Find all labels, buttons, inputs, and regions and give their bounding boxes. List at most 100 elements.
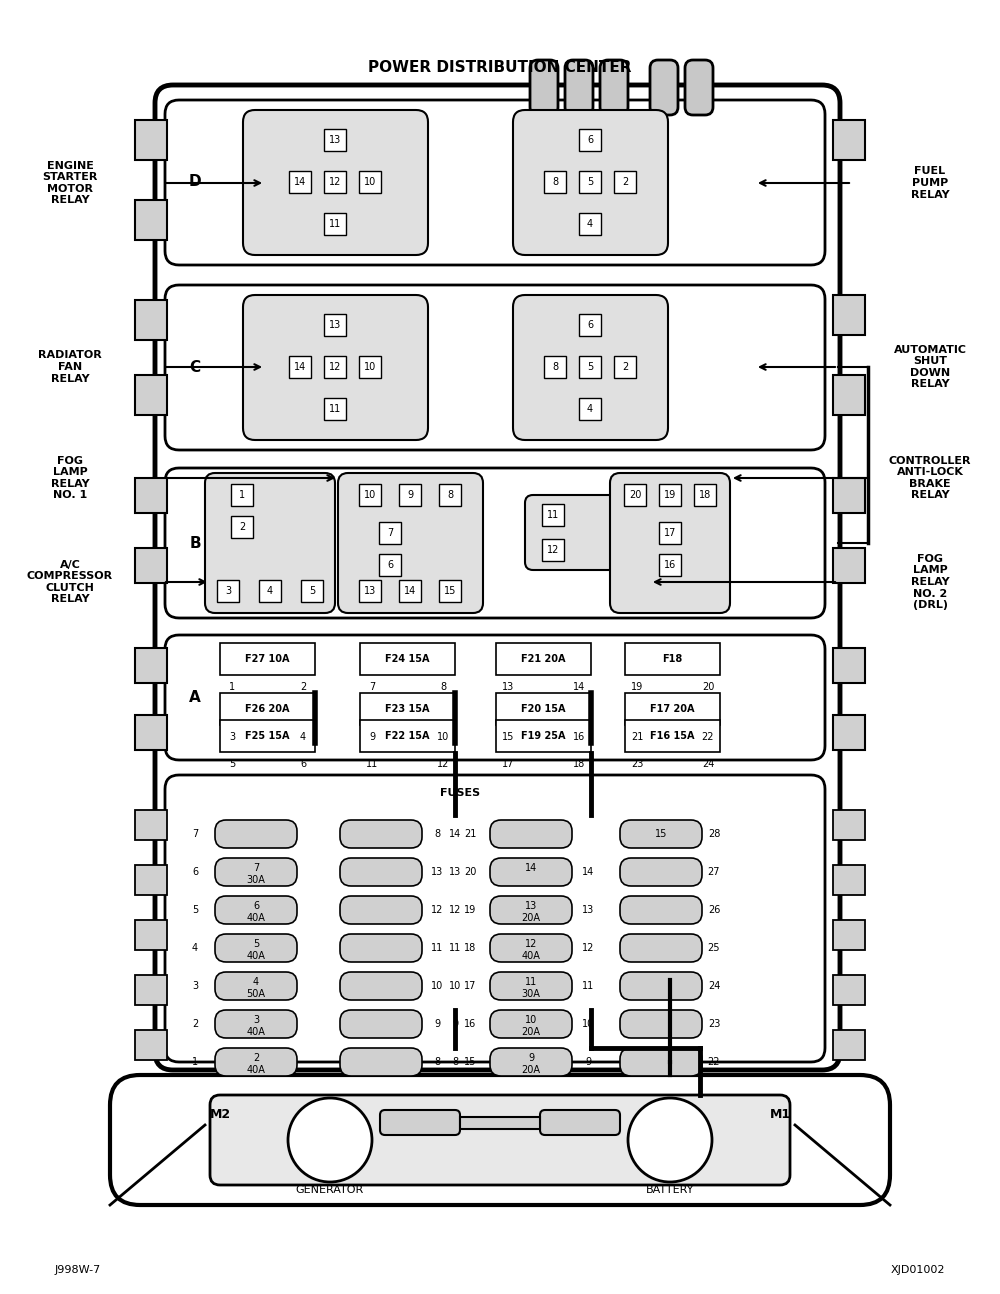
Bar <box>833 1030 865 1060</box>
Text: 10: 10 <box>582 1018 594 1029</box>
Bar <box>496 719 591 752</box>
Text: 12: 12 <box>525 939 537 949</box>
Text: 23: 23 <box>708 1018 720 1029</box>
FancyBboxPatch shape <box>243 295 428 440</box>
FancyBboxPatch shape <box>340 895 422 924</box>
Text: RADIATOR
FAN
RELAY: RADIATOR FAN RELAY <box>38 351 102 383</box>
FancyBboxPatch shape <box>610 474 730 613</box>
Text: 30A: 30A <box>247 875 265 885</box>
Bar <box>614 171 636 193</box>
Bar <box>359 580 381 602</box>
FancyBboxPatch shape <box>205 474 335 613</box>
FancyBboxPatch shape <box>620 972 702 1000</box>
FancyBboxPatch shape <box>490 895 572 924</box>
Text: 5: 5 <box>309 586 315 597</box>
Text: 18: 18 <box>699 490 711 499</box>
Text: 20A: 20A <box>522 1027 540 1036</box>
FancyBboxPatch shape <box>620 1048 702 1077</box>
Bar <box>220 694 315 725</box>
Text: 1: 1 <box>239 490 245 499</box>
Text: A: A <box>189 690 201 704</box>
Bar <box>460 1117 540 1128</box>
Text: 3: 3 <box>192 981 198 991</box>
Bar <box>220 719 315 752</box>
Bar <box>324 314 346 336</box>
Bar <box>217 580 239 602</box>
Text: 6: 6 <box>300 760 306 769</box>
Text: 6: 6 <box>587 320 593 330</box>
Text: 4: 4 <box>300 732 306 741</box>
Text: 7: 7 <box>369 682 375 692</box>
Bar <box>439 484 461 506</box>
Text: 24: 24 <box>702 760 714 769</box>
Text: 7: 7 <box>387 528 393 538</box>
Text: 10: 10 <box>364 362 376 371</box>
Text: 2: 2 <box>253 1053 259 1062</box>
Text: 20: 20 <box>629 490 641 499</box>
FancyBboxPatch shape <box>215 1048 297 1077</box>
Text: 5: 5 <box>192 905 198 915</box>
Bar <box>625 719 720 752</box>
Text: 9: 9 <box>452 1018 458 1029</box>
Text: 12: 12 <box>582 943 594 952</box>
FancyBboxPatch shape <box>530 60 558 115</box>
Text: 1: 1 <box>229 682 235 692</box>
FancyBboxPatch shape <box>210 1095 790 1185</box>
Text: 4: 4 <box>253 977 259 987</box>
Bar <box>359 356 381 378</box>
Text: 9: 9 <box>585 1057 591 1068</box>
Text: 40A: 40A <box>247 1065 265 1075</box>
Text: 21: 21 <box>631 732 643 741</box>
Text: 50A: 50A <box>246 989 266 999</box>
Text: F16 15A: F16 15A <box>650 731 694 741</box>
Text: 8: 8 <box>434 1057 440 1068</box>
FancyBboxPatch shape <box>340 934 422 961</box>
Text: F23 15A: F23 15A <box>385 704 429 714</box>
Circle shape <box>288 1099 372 1181</box>
Bar <box>360 694 455 725</box>
Text: 13: 13 <box>582 905 594 915</box>
FancyBboxPatch shape <box>620 934 702 961</box>
Text: 8: 8 <box>434 829 440 839</box>
Text: 5: 5 <box>253 939 259 949</box>
Text: 6: 6 <box>387 560 393 569</box>
Text: 10: 10 <box>364 490 376 499</box>
Text: D: D <box>189 175 201 189</box>
Text: 5: 5 <box>229 760 235 769</box>
Text: 4: 4 <box>587 404 593 414</box>
Text: 13: 13 <box>525 901 537 911</box>
FancyBboxPatch shape <box>155 85 840 1070</box>
FancyBboxPatch shape <box>215 858 297 886</box>
FancyBboxPatch shape <box>165 100 825 265</box>
Text: 6: 6 <box>253 901 259 911</box>
Text: 10: 10 <box>525 1014 537 1025</box>
Bar <box>135 810 167 840</box>
Bar <box>324 356 346 378</box>
FancyBboxPatch shape <box>340 820 422 848</box>
Text: 10: 10 <box>431 981 443 991</box>
FancyBboxPatch shape <box>215 895 297 924</box>
Text: 17: 17 <box>664 528 676 538</box>
FancyBboxPatch shape <box>243 110 428 255</box>
Text: 9: 9 <box>407 490 413 499</box>
Text: 10: 10 <box>437 732 449 741</box>
Bar <box>231 516 253 538</box>
Text: 22: 22 <box>702 732 714 741</box>
Text: 11: 11 <box>547 510 559 520</box>
Text: 8: 8 <box>440 682 446 692</box>
Text: 13: 13 <box>502 682 514 692</box>
FancyBboxPatch shape <box>685 60 713 115</box>
Text: 20: 20 <box>702 682 714 692</box>
Bar <box>833 120 865 160</box>
Text: 13: 13 <box>449 867 461 877</box>
Text: 12: 12 <box>329 362 341 371</box>
FancyBboxPatch shape <box>525 496 625 569</box>
FancyBboxPatch shape <box>338 474 483 613</box>
Bar <box>301 580 323 602</box>
FancyBboxPatch shape <box>490 1011 572 1038</box>
Text: 7: 7 <box>192 829 198 839</box>
Bar <box>135 120 167 160</box>
FancyBboxPatch shape <box>490 972 572 1000</box>
FancyBboxPatch shape <box>650 60 678 115</box>
Text: 6: 6 <box>587 135 593 145</box>
